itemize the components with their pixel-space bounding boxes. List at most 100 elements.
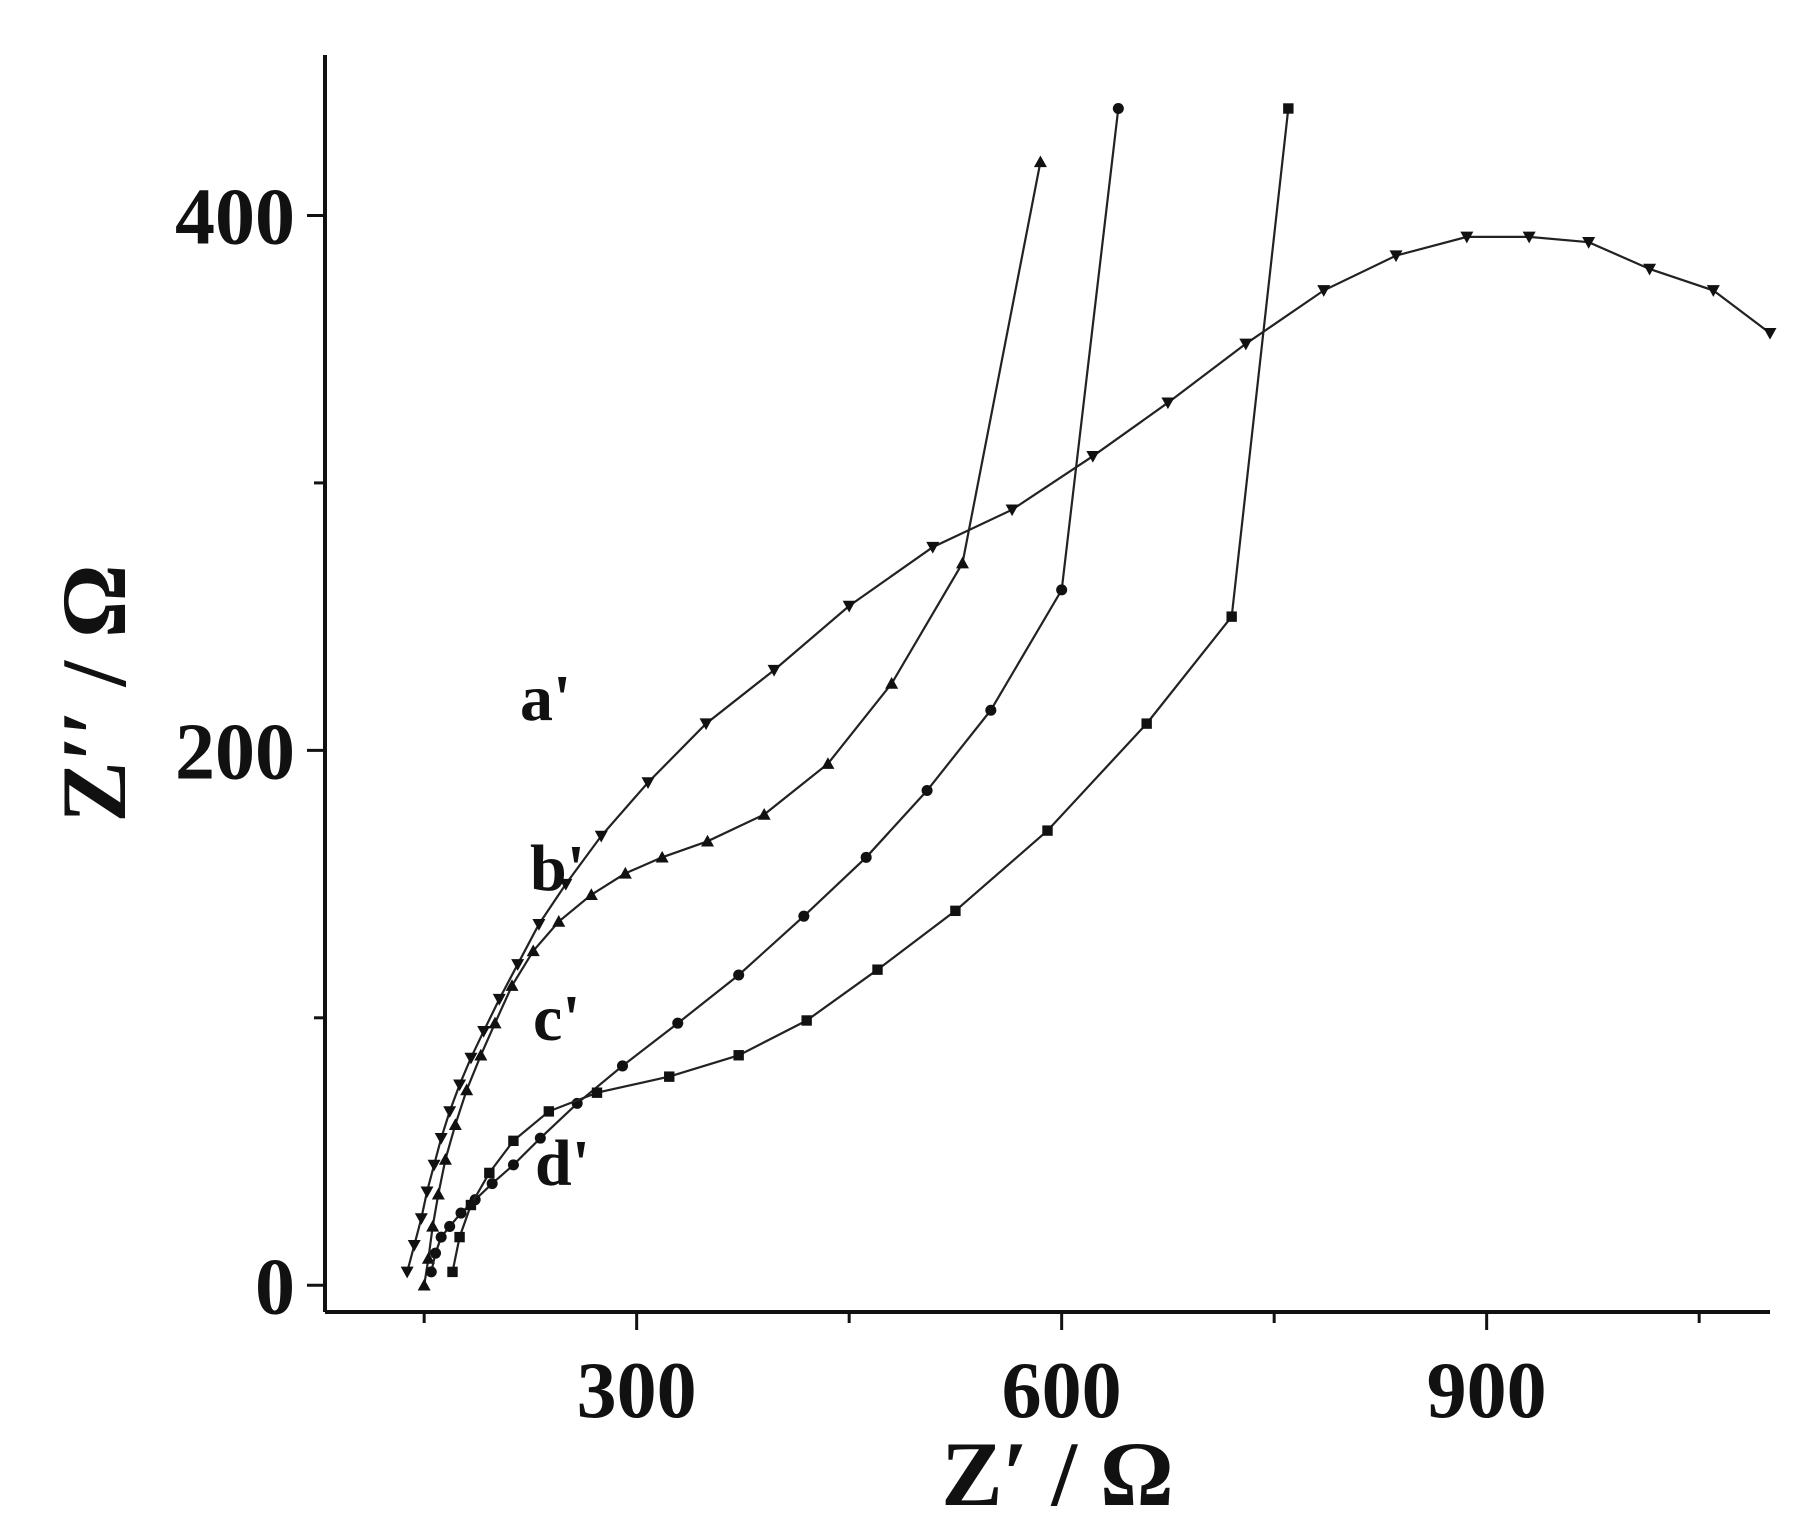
data-point xyxy=(1389,250,1403,263)
data-point xyxy=(425,1266,437,1278)
data-point xyxy=(591,1087,603,1098)
data-point xyxy=(488,1016,502,1029)
x-tick-label: 900 xyxy=(1427,1347,1547,1435)
data-point xyxy=(464,1052,478,1065)
x-axis-title: Z′ / Ω xyxy=(941,1423,1173,1525)
y-tick-label: 0 xyxy=(255,1243,295,1331)
data-point xyxy=(950,905,961,917)
y-tick-label: 400 xyxy=(175,173,295,261)
series-line xyxy=(451,108,1290,1273)
series-line xyxy=(406,235,1771,1273)
data-point xyxy=(431,1187,445,1200)
data-point xyxy=(532,919,546,931)
data-point xyxy=(1239,338,1253,351)
data-point xyxy=(1706,285,1720,297)
data-point xyxy=(956,556,969,569)
data-point xyxy=(484,1167,495,1179)
curve-labels: a' b' c' d' xyxy=(520,662,590,1200)
data-point xyxy=(1522,231,1536,244)
data-point xyxy=(455,1207,467,1219)
data-point xyxy=(701,834,714,847)
data-point xyxy=(872,964,883,975)
x-tick-label: 300 xyxy=(577,1347,697,1435)
data-point xyxy=(641,777,655,789)
data-point xyxy=(801,1015,812,1026)
data-point xyxy=(1226,611,1237,622)
data-point xyxy=(798,910,810,922)
data-point xyxy=(655,850,669,863)
x-tick-label: 600 xyxy=(1002,1347,1122,1435)
data-point xyxy=(447,1266,458,1278)
data-point xyxy=(427,1159,441,1172)
series-group xyxy=(400,102,1777,1291)
data-point xyxy=(1112,102,1124,115)
curve-label-b: b' xyxy=(530,832,585,905)
data-point xyxy=(664,1071,675,1082)
data-point xyxy=(1005,504,1019,517)
data-point xyxy=(618,866,632,879)
series-d xyxy=(447,103,1294,1278)
y-axis-title: Z′′ / Ω xyxy=(43,564,145,822)
data-point xyxy=(417,1278,431,1291)
data-point xyxy=(434,1132,448,1145)
data-point xyxy=(860,851,872,863)
data-point xyxy=(921,784,933,797)
data-point xyxy=(1056,584,1068,596)
data-point xyxy=(594,830,608,843)
data-point xyxy=(507,1159,519,1171)
curve-label-a: a' xyxy=(520,662,571,735)
data-point xyxy=(1283,103,1294,114)
data-point xyxy=(400,1266,414,1279)
data-point xyxy=(477,1025,491,1038)
data-point xyxy=(421,1252,435,1264)
data-point xyxy=(757,808,771,820)
data-point xyxy=(672,1017,684,1029)
data-point xyxy=(1042,825,1053,836)
data-point xyxy=(444,1220,456,1232)
data-point xyxy=(821,757,835,769)
data-point xyxy=(616,1060,629,1072)
series-a xyxy=(400,231,1777,1279)
data-point xyxy=(1460,231,1474,244)
series-line xyxy=(423,161,1042,1286)
plot-area: 300 600 900 0 200 400 a' b' c' d' xyxy=(175,55,1777,1435)
data-point xyxy=(842,600,856,613)
data-point xyxy=(559,878,573,891)
data-point xyxy=(492,993,506,1006)
data-point xyxy=(1317,285,1331,297)
data-point xyxy=(733,969,745,981)
data-point xyxy=(486,1178,498,1190)
data-point xyxy=(460,1083,474,1096)
data-point xyxy=(511,959,525,971)
data-point xyxy=(1161,397,1175,410)
tick-labels: 300 600 900 0 200 400 xyxy=(175,173,1547,1435)
data-point xyxy=(414,1213,428,1225)
data-point xyxy=(407,1239,421,1252)
axis-ticks xyxy=(307,213,1701,1330)
data-point xyxy=(526,944,540,957)
data-point xyxy=(584,888,598,900)
data-point xyxy=(465,1199,477,1211)
data-point xyxy=(1763,327,1777,340)
data-point xyxy=(767,664,781,677)
data-point xyxy=(448,1118,462,1130)
data-point xyxy=(1643,263,1657,276)
data-point xyxy=(534,1132,546,1144)
data-point xyxy=(699,718,713,731)
data-point xyxy=(435,1231,447,1243)
data-point xyxy=(1582,237,1596,249)
data-point xyxy=(733,1050,744,1061)
curve-label-d: d' xyxy=(535,1127,590,1200)
y-tick-label: 200 xyxy=(175,708,295,796)
data-point xyxy=(420,1186,434,1199)
series-b xyxy=(417,155,1047,1291)
data-point xyxy=(426,1219,440,1232)
data-point xyxy=(1033,155,1047,168)
data-point xyxy=(505,979,519,991)
data-point xyxy=(1141,718,1152,729)
data-point xyxy=(429,1247,442,1259)
data-point xyxy=(438,1153,452,1165)
data-point xyxy=(474,1048,488,1061)
data-point xyxy=(508,1135,519,1147)
